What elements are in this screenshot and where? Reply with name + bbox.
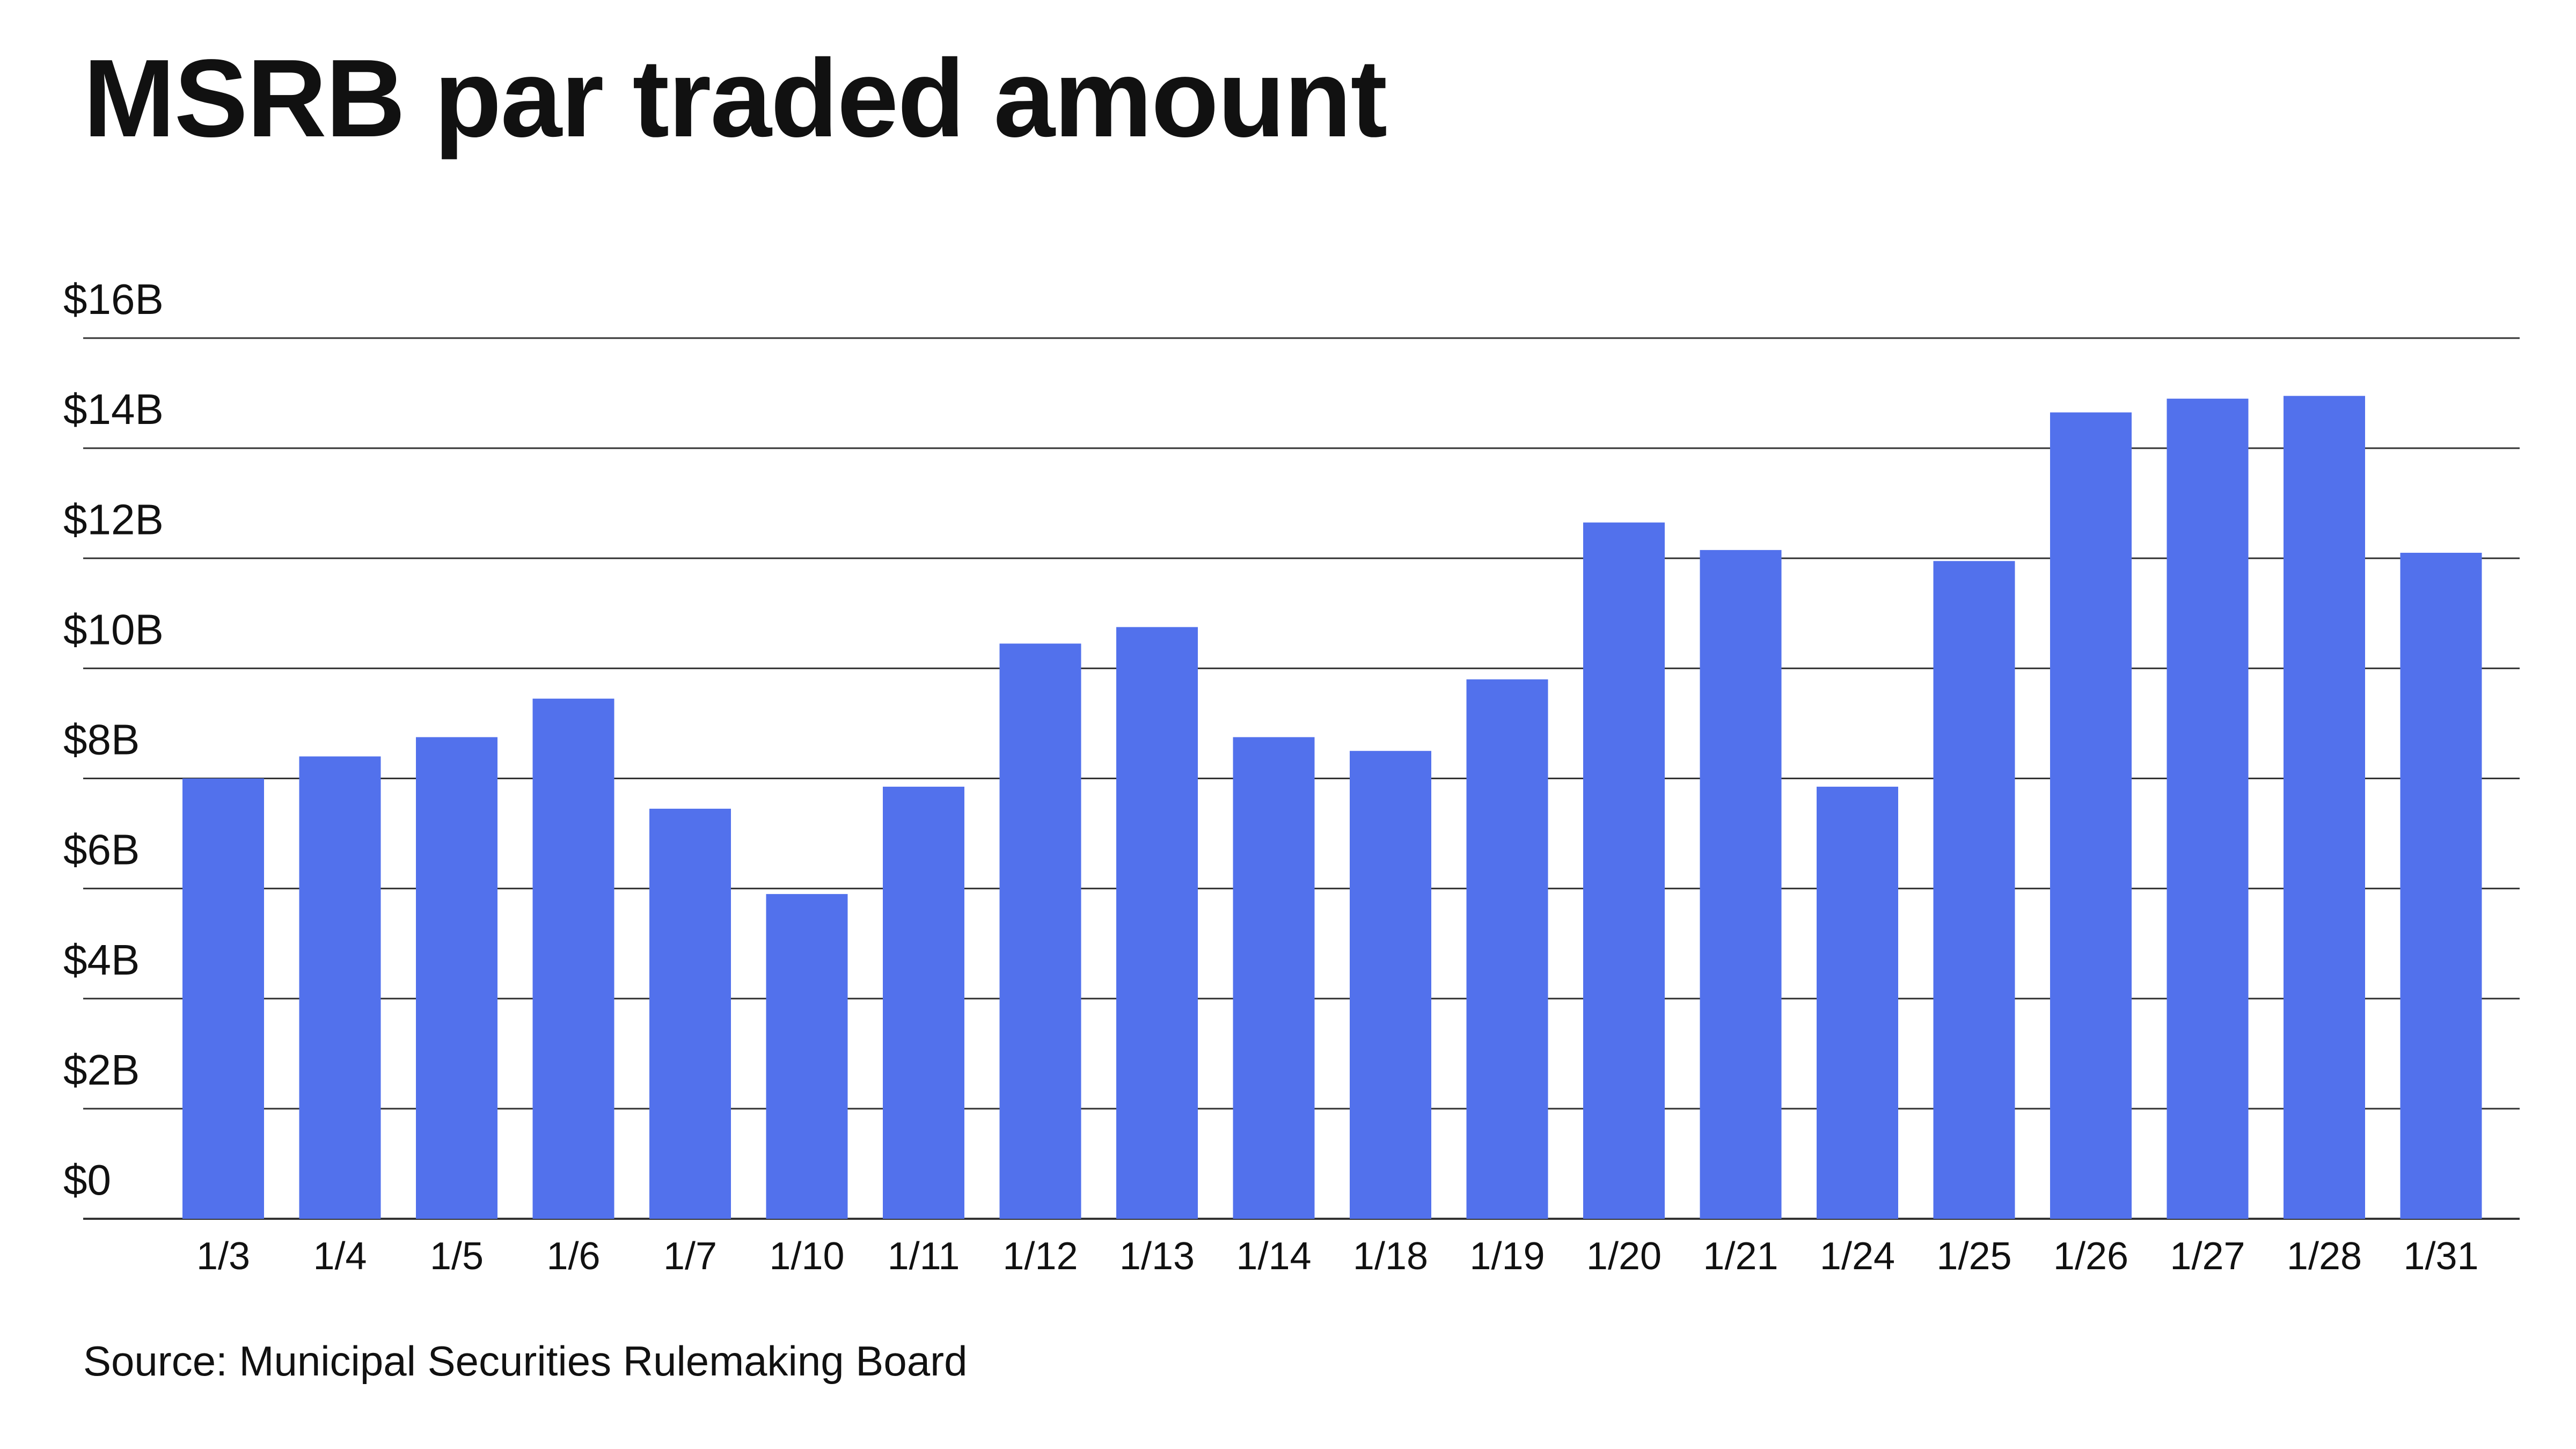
bar-1-5: [416, 737, 497, 1219]
y-tick-label: $2B: [63, 1046, 140, 1094]
bar-1-14: [1233, 737, 1315, 1219]
bar-1-28: [2284, 396, 2365, 1219]
y-axis-tick-labels: $0 $2B $4B $6B $8B $10B $12B $14B $16B: [63, 275, 164, 1204]
bar-1-19: [1466, 679, 1548, 1219]
x-tick-label: 1/21: [1703, 1235, 1778, 1278]
y-tick-label: $0: [63, 1156, 111, 1204]
bar-1-20: [1583, 522, 1665, 1219]
y-tick-label: $14B: [63, 385, 164, 433]
x-tick-label: 1/11: [888, 1235, 960, 1278]
x-tick-label: 1/14: [1236, 1235, 1311, 1278]
bar-1-21: [1700, 550, 1782, 1219]
bar-1-31: [2400, 552, 2482, 1219]
bar-1-4: [299, 756, 381, 1219]
x-tick-label: 1/18: [1353, 1235, 1428, 1278]
x-tick-label: 1/19: [1469, 1235, 1545, 1278]
bar-1-13: [1116, 627, 1198, 1219]
bar-1-10: [766, 894, 848, 1219]
y-tick-label: $6B: [63, 826, 140, 874]
y-tick-label: $10B: [63, 605, 164, 653]
y-tick-label: $8B: [63, 716, 140, 764]
x-tick-label: 1/25: [1936, 1235, 2011, 1278]
x-tick-label: 1/27: [2170, 1235, 2245, 1278]
bar-1-26: [2050, 412, 2132, 1219]
bar-1-27: [2167, 398, 2249, 1219]
x-tick-label: 1/10: [769, 1235, 844, 1278]
bar-1-24: [1817, 786, 1898, 1219]
y-tick-label: $12B: [63, 495, 164, 543]
x-tick-label: 1/6: [546, 1235, 600, 1278]
x-tick-label: 1/24: [1820, 1235, 1895, 1278]
x-tick-label: 1/26: [2053, 1235, 2128, 1278]
x-tick-label: 1/12: [1002, 1235, 1078, 1278]
y-tick-label: $16B: [63, 275, 164, 323]
source-note: Source: Municipal Securities Rulemaking …: [83, 1337, 968, 1385]
x-tick-label: 1/20: [1586, 1235, 1662, 1278]
x-tick-label: 1/3: [196, 1235, 250, 1278]
y-tick-label: $4B: [63, 936, 140, 984]
bar-1-18: [1350, 751, 1431, 1219]
bar-1-11: [883, 786, 964, 1219]
x-tick-label: 1/28: [2287, 1235, 2362, 1278]
bars: [182, 396, 2482, 1219]
bar-1-25: [1933, 561, 2015, 1219]
bar-1-12: [999, 643, 1081, 1219]
bar-1-3: [182, 778, 264, 1219]
bar-1-6: [532, 698, 614, 1219]
x-tick-label: 1/31: [2403, 1235, 2478, 1278]
x-tick-label: 1/5: [430, 1235, 484, 1278]
chart-title: MSRB par traded amount: [83, 36, 1387, 160]
x-axis-tick-labels: 1/3 1/4 1/5 1/6 1/7 1/10 1/11 1/12 1/13 1/14 1/18 1…: [196, 1235, 2479, 1278]
bar-1-7: [649, 808, 731, 1219]
x-tick-label: 1/7: [663, 1235, 717, 1278]
x-tick-label: 1/4: [313, 1235, 367, 1278]
x-tick-label: 1/13: [1119, 1235, 1195, 1278]
